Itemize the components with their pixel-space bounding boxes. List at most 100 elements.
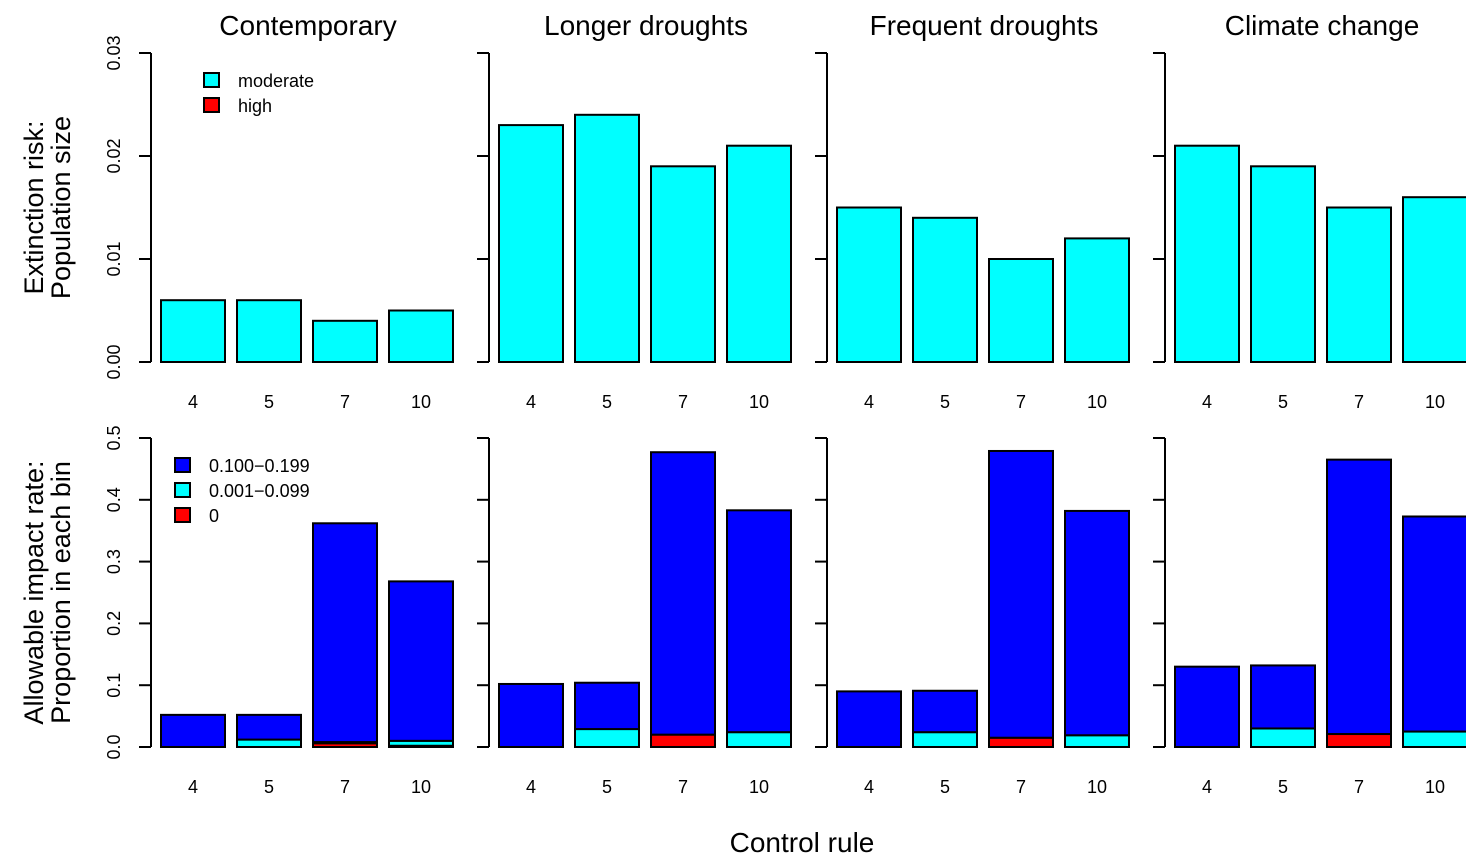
row-0-panel-3-bar-2-series-1: [1326, 206, 1392, 363]
row-1-panel-1-bar-2-series-0: [650, 733, 716, 749]
row-1-y-tick-label-1: 0.1: [104, 673, 124, 698]
row-1-panel-2-bar-0-series-2: [836, 690, 902, 749]
row-0-panel-0-x-tick-label-0: 4: [188, 392, 198, 412]
row-1-panel-2-x-tick-label-1: 5: [940, 777, 950, 797]
row-1-legend-swatch-0: [174, 457, 191, 473]
row-0-panel-3-x-tick-label-1: 5: [1278, 392, 1288, 412]
row-1-panel-3-x-tick-label-0: 4: [1202, 777, 1212, 797]
row-1-panel-2-bar-1-series-1: [912, 731, 978, 749]
row-0-panel-1-x-tick-label-0: 4: [526, 392, 536, 412]
row-1-panel-2-x-tick-label-0: 4: [864, 777, 874, 797]
row-1-panel-3-x-tick-label-2: 7: [1354, 777, 1364, 797]
row-1-y-tick-label-2: 0.2: [104, 611, 124, 636]
row-1-legend-label-1: 0.001−0.099: [209, 481, 310, 501]
row-0-ylabel-line2: Population size: [46, 116, 76, 299]
row-0-panel-0-bar-0-series-1: [160, 299, 226, 364]
row-0-panel-3-x-tick-label-0: 4: [1202, 392, 1212, 412]
row-0-panel-2-bar-0-series-1: [836, 206, 902, 363]
row-0-panel-0-x-tick-label-3: 10: [411, 392, 431, 412]
row-0-panel-3-bar-1-series-1: [1250, 165, 1316, 363]
row-0-y-tick-label-3: 0.03: [104, 35, 124, 70]
row-0-panel-2-bar-3-series-1: [1064, 237, 1130, 363]
row-1-panel-0-bar-2-series-2: [312, 522, 378, 744]
row-0-legend-label-1: high: [238, 96, 272, 116]
panel-title-1: Longer droughts: [544, 10, 748, 41]
row-1-panel-3-bar-3-series-1: [1402, 730, 1466, 748]
row-1-panel-1-x-tick-label-3: 10: [749, 777, 769, 797]
row-1-panel-2-bar-3-series-1: [1064, 734, 1130, 748]
row-1-panel-3-bar-1-series-2: [1250, 664, 1316, 730]
row-1-ylabel-line2: Proportion in each bin: [46, 461, 76, 724]
row-1-legend-label-2: 0: [209, 506, 219, 526]
row-0-panel-1-bar-3-series-1: [726, 144, 792, 363]
row-1-panel-0-bar-1-series-1: [236, 738, 302, 748]
row-0-panel-3-x-tick-label-3: 10: [1425, 392, 1445, 412]
row-0-y-tick-label-2: 0.02: [104, 138, 124, 173]
row-0-y-tick-label-0: 0.00: [104, 344, 124, 379]
row-0-legend-label-0: moderate: [238, 71, 314, 91]
row-0-panel-1-x-tick-label-1: 5: [602, 392, 612, 412]
row-1-panel-3-x-tick-label-1: 5: [1278, 777, 1288, 797]
row-0-panel-1-bar-1-series-1: [574, 113, 640, 363]
row-0-panel-2-bar-2-series-1: [988, 258, 1054, 363]
row-0-panel-2-x-tick-label-3: 10: [1087, 392, 1107, 412]
row-0-panel-0-x-tick-label-2: 7: [340, 392, 350, 412]
row-1-panel-2-bar-2-series-0: [988, 736, 1054, 748]
row-1-panel-0-x-tick-label-0: 4: [188, 777, 198, 797]
row-1-panel-1-x-tick-label-0: 4: [526, 777, 536, 797]
row-1-panel-1-bar-1-series-2: [574, 681, 640, 731]
row-1-panel-3-bar-0-series-2: [1174, 665, 1240, 748]
row-0-panel-2-x-tick-label-1: 5: [940, 392, 950, 412]
row-1-panel-1-bar-0-series-2: [498, 682, 564, 748]
row-1-panel-3-bar-2-series-2: [1326, 458, 1392, 736]
row-1-panel-2-x-tick-label-3: 10: [1087, 777, 1107, 797]
row-1-panel-0-bar-1-series-2: [236, 713, 302, 741]
row-1-panel-3-x-tick-label-3: 10: [1425, 777, 1445, 797]
row-1-panel-0-x-tick-label-2: 7: [340, 777, 350, 797]
row-1-panel-1-x-tick-label-1: 5: [602, 777, 612, 797]
row-1-panel-1-bar-2-series-2: [650, 451, 716, 736]
row-1-y-tick-label-3: 0.3: [104, 549, 124, 574]
panel-title-3: Climate change: [1225, 10, 1420, 41]
row-1-panel-2-x-tick-label-2: 7: [1016, 777, 1026, 797]
row-0-panel-2-x-tick-label-2: 7: [1016, 392, 1026, 412]
row-1-legend-swatch-1: [174, 482, 191, 498]
row-0-ylabel-line1: Extinction risk:: [19, 120, 49, 294]
row-1-panel-1-bar-1-series-1: [574, 728, 640, 749]
row-0-panel-0-x-tick-label-1: 5: [264, 392, 274, 412]
row-0-panel-0-bar-2-series-1: [312, 319, 378, 363]
row-1-legend-swatch-2: [174, 507, 191, 523]
row-1-panel-3-bar-2-series-0: [1326, 733, 1392, 748]
row-1-panel-1-bar-3-series-2: [726, 509, 792, 734]
row-0-panel-0-bar-3-series-1: [388, 309, 454, 363]
row-0-y-tick-label-1: 0.01: [104, 241, 124, 276]
row-1-panel-3-bar-3-series-2: [1402, 515, 1466, 733]
row-1-y-tick-label-5: 0.5: [104, 425, 124, 450]
x-axis-title: Control rule: [730, 827, 875, 857]
row-0-legend-swatch-1: [203, 97, 220, 113]
row-1-legend-label-0: 0.100−0.199: [209, 456, 310, 476]
row-0-panel-3-bar-3-series-1: [1402, 196, 1466, 363]
row-0-panel-2-bar-1-series-1: [912, 216, 978, 363]
row-1-panel-2-bar-3-series-2: [1064, 509, 1130, 737]
panel-title-2: Frequent droughts: [870, 10, 1099, 41]
row-1-panel-2-bar-1-series-2: [912, 689, 978, 734]
row-0-panel-1-x-tick-label-3: 10: [749, 392, 769, 412]
row-1-panel-1-bar-3-series-1: [726, 731, 792, 749]
row-0-panel-1-bar-0-series-1: [498, 124, 564, 363]
row-1-ylabel-line1: Allowable impact rate:: [19, 460, 49, 724]
panel-title-0: Contemporary: [219, 10, 396, 41]
row-0-panel-3-x-tick-label-2: 7: [1354, 392, 1364, 412]
row-1-panel-2-bar-2-series-2: [988, 449, 1054, 739]
row-1-panel-0-bar-3-series-2: [388, 580, 454, 742]
row-0-panel-0-bar-1-series-1: [236, 299, 302, 364]
row-1-panel-3-bar-1-series-1: [1250, 727, 1316, 749]
row-0-panel-1-x-tick-label-2: 7: [678, 392, 688, 412]
row-0-legend-swatch-0: [203, 72, 220, 88]
row-1-panel-1-x-tick-label-2: 7: [678, 777, 688, 797]
row-0-panel-3-bar-0-series-1: [1174, 144, 1240, 363]
row-1-y-tick-label-0: 0.0: [104, 734, 124, 759]
row-1-panel-0-x-tick-label-3: 10: [411, 777, 431, 797]
row-1-panel-0-bar-0-series-2: [160, 713, 226, 749]
row-0-panel-1-bar-2-series-1: [650, 165, 716, 363]
